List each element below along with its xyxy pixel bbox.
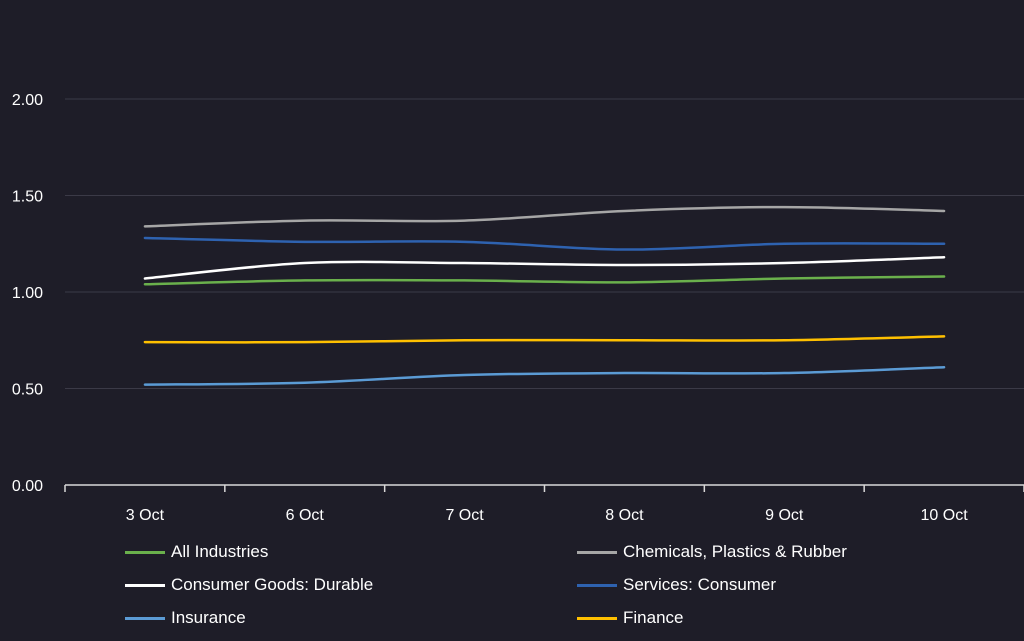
series-line-finance <box>143 335 946 344</box>
y-tick-label: 0.50 <box>12 382 43 399</box>
x-tick-label: 8 Oct <box>605 507 644 524</box>
x-tick-label: 10 Oct <box>921 507 969 524</box>
series-line-consumer-goods-durable <box>143 256 946 280</box>
y-tick-label: 1.50 <box>12 189 43 206</box>
y-tick-label: 0.00 <box>12 478 43 495</box>
x-tick-label: 3 Oct <box>126 507 165 524</box>
y-tick-label: 1.00 <box>12 285 43 302</box>
x-tick-label: 7 Oct <box>445 507 484 524</box>
series-line-services-consumer <box>143 236 946 251</box>
series-line-all-industries <box>143 275 946 286</box>
y-tick-label: 2.00 <box>12 92 43 109</box>
x-tick-label: 9 Oct <box>765 507 804 524</box>
series-line-chemicals-plastics-rubber <box>143 205 946 228</box>
series-line-insurance <box>143 366 946 386</box>
x-tick-label: 6 Oct <box>286 507 325 524</box>
